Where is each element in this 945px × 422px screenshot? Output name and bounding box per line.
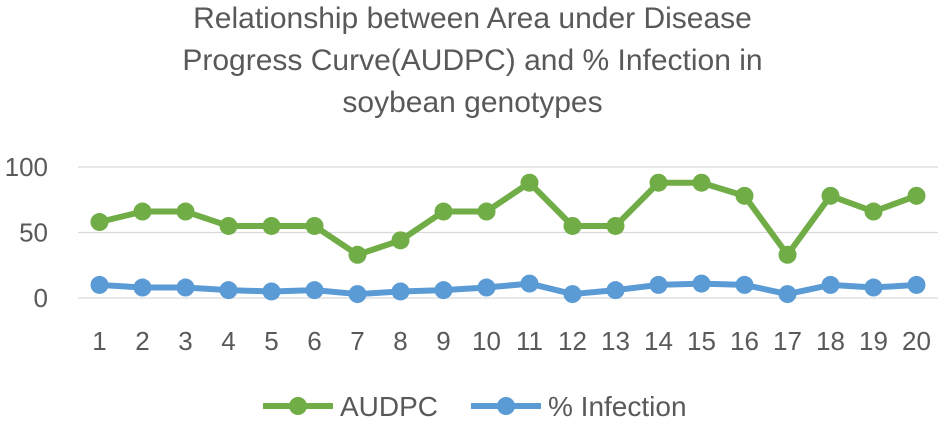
- legend-label: AUDPC: [340, 391, 438, 422]
- data-point: [821, 186, 840, 205]
- data-point: [477, 202, 496, 221]
- x-tick-label: 4: [221, 326, 235, 356]
- x-tick-label: 17: [773, 326, 802, 356]
- legend-label: % Infection: [548, 391, 687, 422]
- gridlines: [78, 166, 938, 299]
- x-tick-label: 1: [92, 326, 106, 356]
- data-point: [735, 275, 754, 294]
- x-tick-label: 14: [644, 326, 673, 356]
- data-point: [176, 202, 195, 221]
- chart-title-line-2: Progress Curve(AUDPC) and % Infection in: [182, 44, 763, 77]
- data-point: [477, 278, 496, 297]
- x-tick-label: 5: [264, 326, 278, 356]
- data-point: [907, 275, 926, 294]
- data-point: [606, 216, 625, 235]
- data-point: [821, 275, 840, 294]
- x-tick-label: 3: [178, 326, 192, 356]
- data-point: [219, 216, 238, 235]
- series-audpc: [90, 173, 926, 264]
- data-point: [434, 202, 453, 221]
- legend-swatch-marker: [289, 397, 307, 415]
- x-tick-label: 11: [516, 326, 543, 356]
- chart-title-line-3: soybean genotypes: [342, 86, 603, 119]
- data-point: [735, 186, 754, 205]
- y-tick-label: 0: [34, 283, 48, 313]
- data-point: [348, 245, 367, 264]
- legend: AUDPC % Infection: [263, 391, 687, 422]
- data-point: [692, 173, 711, 192]
- x-tick-label: 6: [307, 326, 321, 356]
- data-point: [262, 216, 281, 235]
- x-tick-label: 15: [687, 326, 716, 356]
- data-point: [133, 278, 152, 297]
- x-tick-label: 19: [859, 326, 888, 356]
- data-point: [520, 173, 539, 192]
- data-point: [563, 285, 582, 304]
- x-tick-label: 12: [558, 326, 587, 356]
- legend-item: % Infection: [471, 391, 687, 422]
- data-point: [348, 285, 367, 304]
- legend-swatch-marker: [497, 397, 515, 415]
- data-point: [907, 186, 926, 205]
- x-tick-label: 8: [393, 326, 407, 356]
- legend-item: AUDPC: [263, 391, 438, 422]
- series-layer: [90, 173, 926, 304]
- data-point: [391, 282, 410, 301]
- x-tick-label: 20: [902, 326, 931, 356]
- data-point: [90, 213, 109, 232]
- data-point: [864, 278, 883, 297]
- x-tick-label: 7: [350, 326, 364, 356]
- data-point: [219, 281, 238, 300]
- x-tick-label: 13: [601, 326, 630, 356]
- x-axis-tick-labels: 1 2 3 4 5 6 7 8 9 10 11 12 13 14 15 16 17 18 19 20: [92, 326, 931, 356]
- data-point: [606, 281, 625, 300]
- data-point: [692, 274, 711, 293]
- data-point: [434, 281, 453, 300]
- data-point: [563, 216, 582, 235]
- x-tick-label: 16: [730, 326, 759, 356]
- data-point: [305, 281, 324, 300]
- data-point: [778, 245, 797, 264]
- data-point: [90, 275, 109, 294]
- data-point: [305, 216, 324, 235]
- data-point: [649, 173, 668, 192]
- data-point: [778, 285, 797, 304]
- data-point: [391, 231, 410, 250]
- data-point: [262, 282, 281, 301]
- x-tick-label: 2: [135, 326, 149, 356]
- series-infection: [90, 274, 926, 304]
- data-point: [520, 274, 539, 293]
- y-tick-label: 50: [19, 218, 48, 248]
- x-tick-label: 9: [436, 326, 450, 356]
- x-tick-label: 10: [472, 326, 501, 356]
- data-point: [133, 202, 152, 221]
- y-axis-tick-labels: 0 50 100: [5, 152, 48, 313]
- data-point: [864, 202, 883, 221]
- y-tick-label: 100: [5, 152, 48, 182]
- x-tick-label: 18: [816, 326, 845, 356]
- chart-title-line-1: Relationship between Area under Disease: [193, 2, 752, 35]
- series-line: [98, 179, 918, 258]
- data-point: [176, 278, 195, 297]
- data-point: [649, 275, 668, 294]
